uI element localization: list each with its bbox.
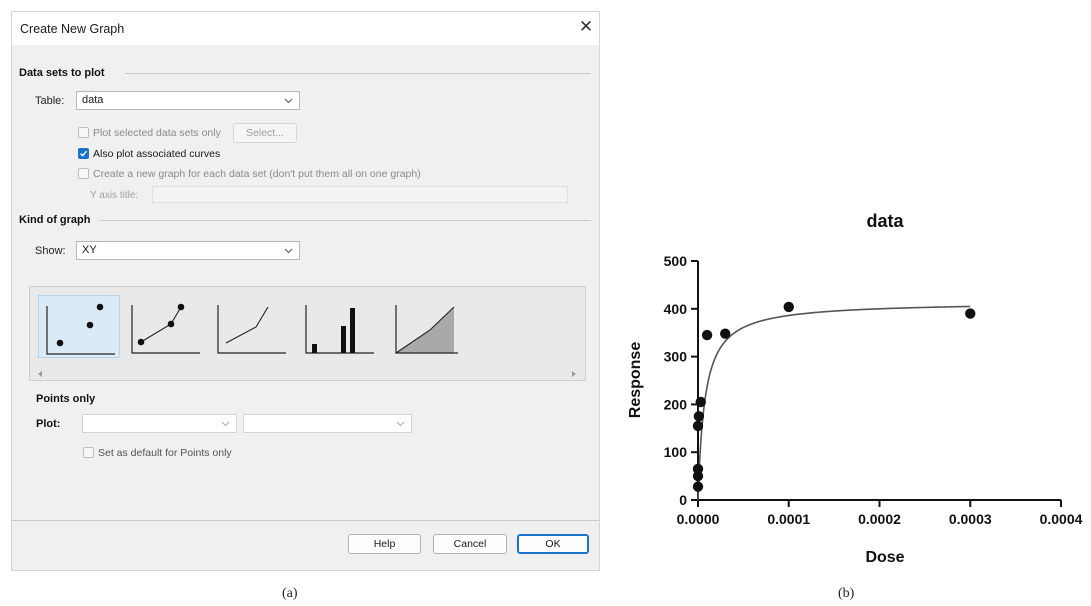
chart-title: data [866,211,904,231]
show-label: Show: [35,245,66,257]
dialog-title: Create New Graph [20,22,125,36]
footer-divider [12,520,599,521]
help-button[interactable]: Help [348,534,421,554]
data-point [692,481,704,492]
x-tick-label: 0.0004 [1040,511,1083,527]
data-point [692,420,704,432]
x-tick-label: 0.0003 [949,511,992,527]
checkmark-icon [80,150,88,157]
plot-selected-label: Plot selected data sets only [93,127,221,139]
y-tick-label: 400 [664,301,688,317]
section-divider [99,220,591,221]
chevron-down-icon [284,248,293,254]
graph-type-gallery [29,286,586,381]
also-plot-curves-label: Also plot associated curves [93,148,221,160]
points-and-connecting-line-icon[interactable] [126,295,208,358]
section-divider [125,73,591,74]
set-default-label: Set as default for Points only [98,447,232,459]
kind-of-graph-section-title: Kind of graph [19,214,91,226]
data-point [720,328,731,339]
y-tick-label: 0 [679,492,687,508]
y-tick-label: 100 [664,444,688,460]
y-axis-title-input[interactable] [152,186,568,203]
cancel-button[interactable]: Cancel [433,534,507,554]
chart-axes: 0.0000 0.0001 0.0002 0.0003 0.0004 0 100 200 300… [664,253,1083,527]
y-axis-title-label: Y axis title: [90,190,139,201]
y-tick-label: 500 [664,253,688,269]
scroll-right-icon[interactable] [570,365,578,377]
select-button[interactable]: Select... [233,123,297,143]
set-default-checkbox[interactable] [83,447,94,458]
also-plot-curves-checkbox[interactable] [78,148,89,159]
x-tick-label: 0.0000 [677,511,720,527]
x-tick-label: 0.0002 [858,511,901,527]
chevron-down-icon [221,421,230,427]
new-graph-each-checkbox[interactable] [78,168,89,179]
new-graph-each-label: Create a new graph for each data set (do… [93,168,421,180]
caption-a: (a) [282,586,298,601]
table-label: Table: [35,95,65,107]
plot-select-2[interactable] [243,414,412,433]
data-point [783,301,794,313]
table-select-value: data [82,94,104,106]
x-axis-label: Dose [865,549,904,566]
data-point [701,329,713,341]
points-only-heading: Points only [36,393,96,405]
dialog-titlebar: Create New Graph ✕ [12,12,599,45]
show-select-value: XY [82,244,97,256]
show-select[interactable]: XY [76,241,300,260]
plot-select-1[interactable] [82,414,237,433]
area-fill-icon[interactable] [390,295,472,358]
plot-label: Plot: [36,418,61,430]
y-tick-label: 200 [664,396,688,412]
close-icon[interactable]: ✕ [578,17,594,36]
spikes-icon[interactable] [302,295,384,358]
ok-button[interactable]: OK [517,534,589,554]
y-axis-label: Response [627,342,644,419]
chart-canvas: data Dose Response 0.0000 0.0001 0.0002 0.0… [627,211,1083,566]
points-only-icon[interactable] [38,295,120,358]
dose-response-chart: data Dose Response 0.0000 0.0001 0.0002 0.0… [612,200,1091,580]
data-point [693,411,705,422]
x-tick-label: 0.0001 [767,511,810,527]
data-point [692,470,704,482]
data-point [965,308,976,319]
data-sets-section-title: Data sets to plot [19,67,105,79]
fit-curve-layer [697,305,971,500]
data-points-layer [692,301,976,492]
chevron-down-icon [396,421,405,427]
fit-curve [697,305,971,500]
line-only-icon[interactable] [214,295,296,358]
table-select[interactable]: data [76,91,300,110]
data-point [692,463,704,475]
data-point [695,396,706,408]
y-tick-label: 300 [664,349,688,365]
chevron-down-icon [284,98,293,104]
plot-selected-checkbox[interactable] [78,127,89,138]
scroll-left-icon[interactable] [36,365,44,377]
create-new-graph-dialog: Create New Graph ✕ Data sets to plot Tab… [11,11,600,571]
caption-b: (b) [838,586,855,601]
